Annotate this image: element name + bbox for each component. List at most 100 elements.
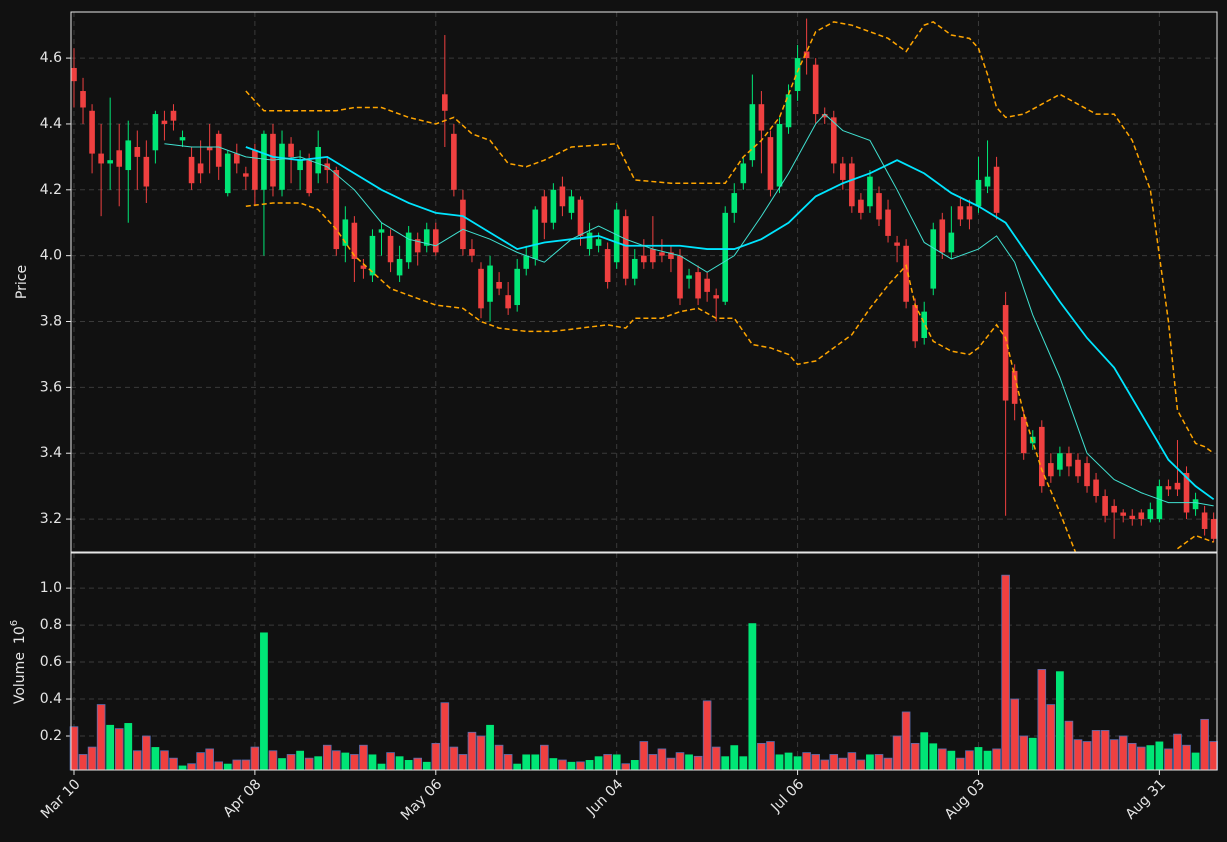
- volume-bar: [151, 747, 160, 770]
- volume-bar: [866, 754, 874, 770]
- volume-bar: [332, 750, 341, 771]
- volume-bar: [856, 759, 866, 771]
- candle-body: [98, 153, 104, 164]
- candle-body: [197, 163, 204, 174]
- candle-body: [1156, 486, 1163, 520]
- overlay-layer: [164, 21, 1215, 552]
- candle-body: [143, 156, 150, 187]
- volume-bar: [286, 754, 296, 771]
- volume-bar: [1073, 739, 1083, 771]
- volume-scale-exponent: 6: [9, 620, 20, 626]
- volume-bar: [1082, 741, 1092, 771]
- volume-bar: [603, 754, 612, 771]
- volume-bar: [486, 724, 494, 770]
- y-tick-label: 4.4: [40, 116, 62, 132]
- volume-bar: [531, 754, 540, 770]
- volume-bar: [621, 763, 631, 771]
- volume-bar: [775, 754, 784, 770]
- candle-body: [885, 209, 891, 236]
- volume-bar: [260, 632, 268, 770]
- volume-bar: [1055, 671, 1064, 770]
- volume-panel-frame: [70, 552, 1218, 771]
- candle-body: [641, 255, 647, 263]
- candle-body: [912, 305, 918, 342]
- volume-bar: [1173, 733, 1182, 771]
- volume-bar: [739, 756, 748, 770]
- volume-bar: [223, 763, 232, 770]
- volume-bar: [1118, 735, 1128, 771]
- candle-body: [460, 199, 466, 250]
- candle-body: [1147, 509, 1154, 520]
- candle-body: [1084, 463, 1090, 487]
- candle-body: [188, 156, 195, 184]
- volume-bar: [458, 754, 468, 771]
- volume-bar: [268, 750, 278, 771]
- candle-body: [559, 186, 566, 207]
- volume-bar: [1091, 730, 1101, 771]
- candle-body: [1210, 519, 1217, 539]
- candle-body: [803, 51, 810, 59]
- volume-bar: [920, 732, 929, 770]
- candle-body: [514, 268, 520, 306]
- volume-bar: [883, 757, 893, 771]
- volume-bar: [639, 741, 649, 771]
- candle-body: [505, 295, 511, 309]
- candle-body: [722, 212, 729, 302]
- y-tick-label: 0.2: [40, 728, 62, 744]
- candle-body: [233, 153, 240, 164]
- candle-body: [496, 282, 502, 289]
- volume-bar: [494, 744, 504, 771]
- candle-body: [89, 110, 95, 154]
- overlay-line: [245, 146, 1215, 501]
- volume-bar: [992, 748, 1001, 771]
- candle-body: [921, 311, 928, 338]
- candle-body: [1002, 305, 1009, 401]
- volume-bar: [241, 759, 251, 771]
- candle-body: [206, 147, 213, 151]
- candle-body: [1048, 463, 1054, 477]
- candle-body: [776, 123, 783, 187]
- y-tick-label: 1.0: [40, 580, 62, 596]
- y-tick-label: 3.4: [40, 445, 62, 461]
- candle-body: [731, 193, 738, 213]
- candle-body: [1174, 482, 1181, 490]
- candle-body: [550, 189, 557, 223]
- candle-body: [387, 235, 394, 263]
- candle-body: [595, 239, 602, 246]
- y-axis-label: Price: [14, 265, 30, 299]
- candle-body: [622, 216, 629, 279]
- volume-bar: [322, 744, 332, 771]
- candle-body: [568, 196, 575, 213]
- candle-body: [1057, 453, 1063, 470]
- candle-body: [469, 249, 475, 256]
- volume-bar: [1182, 744, 1191, 771]
- candle-body: [161, 120, 168, 124]
- candle-body: [1138, 512, 1145, 520]
- volume-bar: [359, 744, 368, 771]
- candle-body: [686, 275, 692, 279]
- candle-body: [876, 193, 882, 220]
- volume-bar: [965, 750, 974, 771]
- candle-body: [830, 117, 837, 164]
- volume-scale-base: 10: [12, 626, 28, 644]
- candle-body: [288, 143, 294, 157]
- candle-body: [378, 229, 385, 233]
- candle-body: [704, 278, 710, 292]
- volume-bar: [124, 723, 133, 770]
- candle-body: [423, 229, 430, 246]
- volume-bar: [693, 755, 703, 771]
- volume-bar: [811, 754, 820, 771]
- volume-bar: [467, 731, 477, 771]
- volume-bar: [503, 754, 513, 771]
- candle-body: [677, 255, 683, 299]
- candle-body: [279, 143, 285, 190]
- volume-bar: [78, 754, 88, 771]
- volume-bar: [1191, 752, 1200, 770]
- candle-body: [342, 219, 349, 246]
- candle-body: [532, 209, 539, 259]
- candle-body: [116, 150, 123, 167]
- volume-bar: [296, 750, 304, 770]
- volume-bar: [1100, 730, 1110, 771]
- volume-bar: [522, 754, 531, 770]
- volume-bar: [160, 750, 169, 771]
